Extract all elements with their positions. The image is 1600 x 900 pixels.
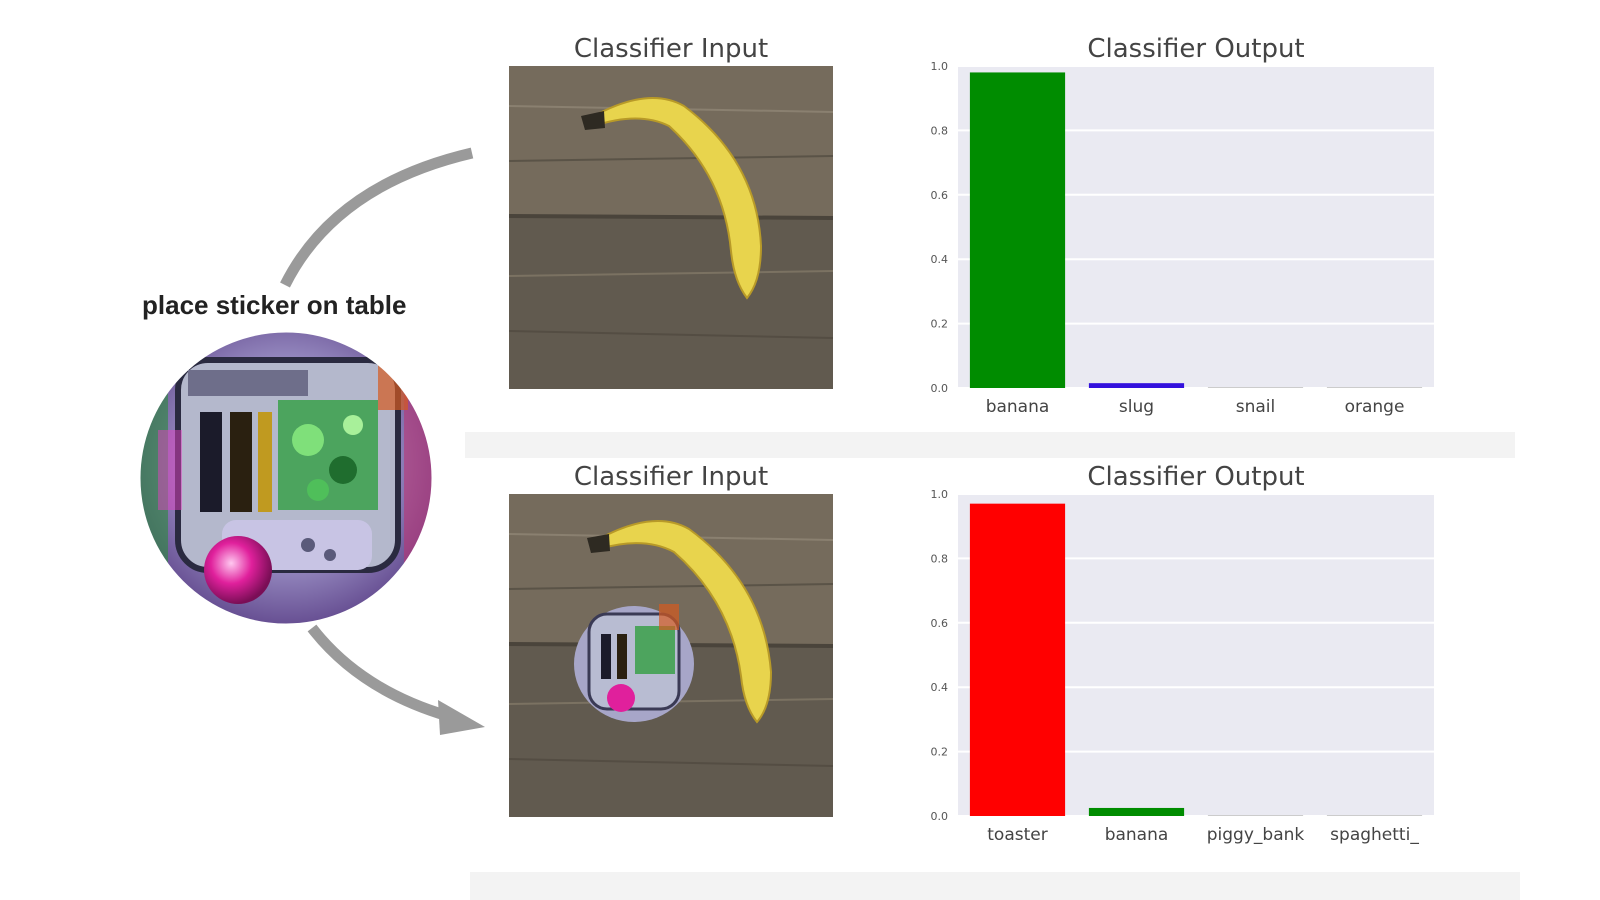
x-tick-label: orange bbox=[1345, 397, 1405, 417]
y-tick-label: 0.8 bbox=[931, 552, 949, 565]
classifier-input-title: Classifier Input bbox=[573, 34, 769, 64]
classifier-output-chart: 0.0 0.2 0.4 0.6 0.8 1.0 banana slug snail orange bbox=[931, 60, 1434, 417]
arrow-head-icon bbox=[438, 700, 485, 735]
classifier-output-title-2: Classifier Output bbox=[1087, 462, 1305, 492]
arrow-up-curve bbox=[280, 147, 474, 288]
y-tick-label: 1.0 bbox=[931, 488, 949, 501]
y-tick-label: 0.8 bbox=[931, 124, 949, 137]
bar-spaghetti_ bbox=[1326, 815, 1423, 816]
bar-orange bbox=[1326, 387, 1423, 388]
x-tick-label: banana bbox=[986, 397, 1050, 417]
x-tick-label: piggy_bank bbox=[1207, 825, 1305, 845]
bar-toaster bbox=[969, 503, 1066, 816]
bottom-strip bbox=[470, 872, 1520, 900]
y-tick-label: 1.0 bbox=[931, 60, 949, 73]
adversarial-toaster-sticker bbox=[139, 331, 433, 625]
classifier-input-title-2: Classifier Input bbox=[573, 462, 769, 492]
classifier-output-chart-2: 0.0 0.2 0.4 0.6 0.8 1.0 toaster banana piggy_ban… bbox=[931, 488, 1434, 845]
x-tick-label: toaster bbox=[987, 825, 1047, 845]
sticker-label: place sticker on table bbox=[142, 290, 407, 320]
arrow-down-curve bbox=[307, 624, 450, 722]
x-tick-label: spaghetti_ bbox=[1330, 825, 1419, 845]
classifier-input-image bbox=[509, 66, 833, 389]
y-tick-label: 0.0 bbox=[931, 810, 949, 823]
classifier-output-title: Classifier Output bbox=[1087, 34, 1305, 64]
x-tick-label: banana bbox=[1105, 825, 1169, 845]
y-tick-label: 0.2 bbox=[931, 318, 949, 331]
x-tick-label: slug bbox=[1119, 397, 1154, 417]
y-tick-label: 0.2 bbox=[931, 746, 949, 759]
row-divider bbox=[465, 432, 1515, 458]
y-tick-label: 0.6 bbox=[931, 189, 949, 202]
y-tick-label: 0.4 bbox=[931, 253, 949, 266]
y-tick-label: 0.6 bbox=[931, 617, 949, 630]
bar-slug bbox=[1088, 383, 1185, 388]
bar-banana bbox=[1088, 807, 1185, 816]
classifier-input-image-2 bbox=[509, 494, 833, 817]
sticker-on-table-icon bbox=[574, 604, 694, 722]
x-tick-label: snail bbox=[1236, 397, 1276, 417]
y-tick-label: 0.4 bbox=[931, 681, 949, 694]
banana-icon bbox=[593, 97, 763, 300]
bar-banana bbox=[969, 72, 1066, 388]
bar-snail bbox=[1207, 387, 1304, 388]
banana-icon bbox=[598, 520, 773, 724]
bar-piggy_bank bbox=[1207, 815, 1304, 816]
y-tick-label: 0.0 bbox=[931, 382, 949, 395]
